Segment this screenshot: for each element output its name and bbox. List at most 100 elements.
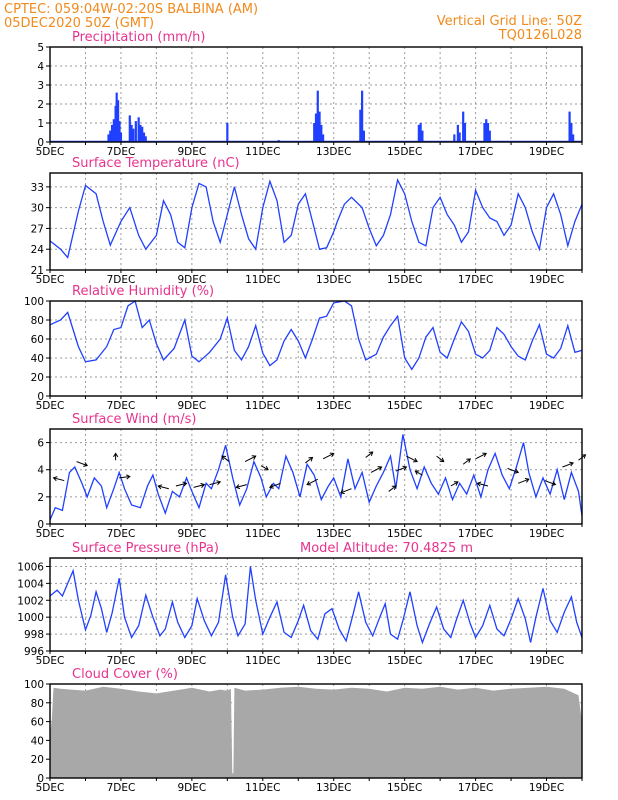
precip-bar bbox=[226, 123, 229, 142]
temp-line bbox=[49, 177, 583, 259]
wind-arrowhead bbox=[476, 481, 482, 487]
wind-arrowhead bbox=[569, 461, 574, 467]
wind-vector bbox=[260, 465, 269, 471]
precip-frame bbox=[49, 46, 583, 143]
wind-vector bbox=[462, 458, 471, 465]
wind-vector bbox=[305, 457, 313, 464]
wind-vector bbox=[76, 461, 88, 467]
precip-bar bbox=[453, 134, 456, 142]
temp-frame bbox=[49, 172, 583, 271]
wind-arrowhead bbox=[216, 480, 222, 486]
wind-arrowhead bbox=[339, 489, 345, 495]
rh-xtick-label: 11DEC bbox=[245, 400, 280, 412]
precip-panel: Precipitation (mm/h) 0 1 2 3 4 5 5DEC 7DEC 9DEC 11… bbox=[36, 30, 583, 158]
cloud-xtick-label: 19DEC bbox=[529, 782, 564, 794]
precip-title: Precipitation (mm/h) bbox=[72, 30, 205, 45]
precip-ytick-label: 3 bbox=[37, 80, 44, 92]
wind-ytick-label: 2 bbox=[37, 492, 44, 504]
precip-bar bbox=[314, 113, 318, 142]
wind-arrowhead bbox=[329, 452, 335, 458]
wind-vector bbox=[53, 477, 65, 482]
wind-xtick-label: 17DEC bbox=[458, 528, 493, 540]
precip-xtick-label: 11DEC bbox=[245, 146, 280, 158]
precip-ytick-label: 5 bbox=[37, 42, 44, 54]
wind-xtick-label: 7DEC bbox=[107, 528, 136, 540]
wind-vector bbox=[340, 488, 352, 494]
wind-arrowhead bbox=[402, 465, 408, 471]
wind-arrowhead bbox=[251, 455, 257, 460]
precip-bar bbox=[419, 123, 422, 142]
wind-arrowhead bbox=[182, 481, 188, 487]
rh-ytick-label: 80 bbox=[31, 315, 44, 327]
press-xtick-label: 17DEC bbox=[458, 655, 493, 667]
precip-bar bbox=[318, 111, 321, 142]
header-model: TQ0126L028 bbox=[498, 28, 582, 43]
precip-bar bbox=[568, 111, 571, 142]
wind-arrowhead bbox=[308, 456, 314, 462]
wind-arrowhead bbox=[466, 458, 472, 463]
wind-line bbox=[49, 434, 583, 521]
wind-vector bbox=[475, 452, 487, 460]
precip-bar bbox=[320, 124, 323, 142]
wind-ytick-label: 6 bbox=[37, 438, 44, 450]
wind-arrowhead bbox=[52, 476, 58, 482]
precip-bar bbox=[362, 130, 365, 142]
precip-xtick-label: 5DEC bbox=[36, 146, 65, 158]
wind-xtick-label: 13DEC bbox=[316, 528, 351, 540]
press-xtick-label: 15DEC bbox=[387, 655, 422, 667]
wind-vector bbox=[269, 482, 281, 488]
precip-bar bbox=[118, 121, 121, 142]
wind-vector bbox=[119, 476, 130, 479]
wind-arrowhead bbox=[524, 477, 530, 483]
wind-arrowhead bbox=[221, 455, 227, 461]
wind-vector bbox=[306, 478, 319, 486]
temp-ytick-label: 24 bbox=[31, 244, 45, 256]
press-xtick-label: 5DEC bbox=[36, 655, 65, 667]
rh-ytick-label: 40 bbox=[31, 353, 44, 365]
wind-arrowhead bbox=[391, 485, 397, 490]
precip-bar bbox=[132, 128, 135, 142]
temp-ytick-label: 30 bbox=[31, 203, 44, 215]
precip-bar bbox=[137, 117, 140, 142]
rh-line bbox=[49, 299, 583, 371]
precip-bar bbox=[417, 124, 420, 142]
precip-bar bbox=[128, 115, 131, 142]
press-xtick-label: 7DEC bbox=[107, 655, 136, 667]
wind-vector bbox=[221, 455, 230, 462]
cloud-xtick-label: 9DEC bbox=[177, 782, 206, 794]
press-ytick-label: 998 bbox=[24, 629, 44, 641]
wind-vector bbox=[193, 484, 205, 488]
press-frame bbox=[49, 557, 583, 652]
wind-vector bbox=[158, 485, 169, 490]
press-subtitle: Model Altitude: 70.4825 m bbox=[300, 541, 473, 556]
wind-vector bbox=[175, 482, 187, 487]
temp-xtick-label: 9DEC bbox=[177, 274, 206, 286]
wind-arrowhead bbox=[83, 462, 89, 467]
precip-xtick-label: 15DEC bbox=[387, 146, 422, 158]
temp-xtick-label: 19DEC bbox=[529, 274, 564, 286]
wind-vector bbox=[370, 466, 382, 473]
temp-ytick-label: 27 bbox=[31, 223, 44, 235]
press-ytick-label: 1004 bbox=[17, 578, 44, 590]
precip-xtick-label: 17DEC bbox=[458, 146, 493, 158]
wind-arrowhead bbox=[413, 457, 418, 463]
rh-ytick-label: 20 bbox=[31, 372, 44, 384]
wind-arrowhead bbox=[200, 482, 206, 488]
rh-title: Relative Humidity (%) bbox=[72, 284, 214, 299]
wind-vector bbox=[388, 485, 397, 492]
header-grid-line: Vertical Grid Line: 50Z bbox=[437, 14, 582, 29]
wind-arrowhead bbox=[439, 457, 445, 463]
precip-ytick-label: 1 bbox=[37, 118, 44, 130]
rh-xtick-label: 19DEC bbox=[529, 400, 564, 412]
wind-arrowhead bbox=[581, 454, 587, 459]
precip-bar bbox=[421, 130, 424, 142]
temp-xtick-label: 11DEC bbox=[245, 274, 280, 286]
precip-bar bbox=[359, 109, 362, 142]
cloud-frame bbox=[49, 683, 583, 779]
rh-xtick-label: 15DEC bbox=[387, 400, 422, 412]
rh-xtick-label: 17DEC bbox=[458, 400, 493, 412]
precip-ytick-label: 2 bbox=[37, 99, 44, 111]
precip-bar bbox=[110, 124, 114, 142]
precip-bar bbox=[313, 123, 316, 142]
